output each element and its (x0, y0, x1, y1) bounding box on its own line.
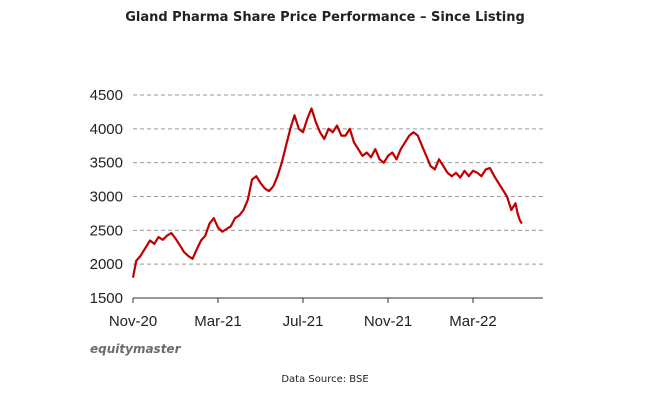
y-tick-label: 3000 (90, 189, 123, 206)
y-tick-label: 1500 (90, 290, 123, 307)
x-tick-label: Mar-21 (194, 313, 242, 330)
y-tick-label: 4500 (90, 87, 123, 104)
x-tick-label: Jul-21 (283, 313, 324, 330)
chart-title: Gland Pharma Share Price Performance – S… (125, 10, 525, 25)
data-source-note: Data Source: BSE (281, 374, 369, 385)
brand-watermark: equitymaster (90, 342, 181, 356)
gridlines (133, 94, 543, 265)
x-tick-label: Mar-22 (449, 313, 497, 330)
x-tick-label: Nov-20 (109, 313, 157, 330)
y-tick-label: 2500 (90, 222, 123, 239)
y-tick-label: 2000 (90, 256, 123, 273)
y-axis-ticks: 1500 2000 2500 3000 3500 4000 4500 (90, 87, 123, 307)
x-axis-ticks: Nov-20 Mar-21 Jul-21 Nov-21 Mar-22 (109, 298, 497, 330)
y-tick-label: 3500 (90, 155, 123, 172)
series-line-share-price (131, 107, 523, 278)
x-tick-label: Nov-21 (364, 313, 412, 330)
y-tick-label: 4000 (90, 121, 123, 138)
